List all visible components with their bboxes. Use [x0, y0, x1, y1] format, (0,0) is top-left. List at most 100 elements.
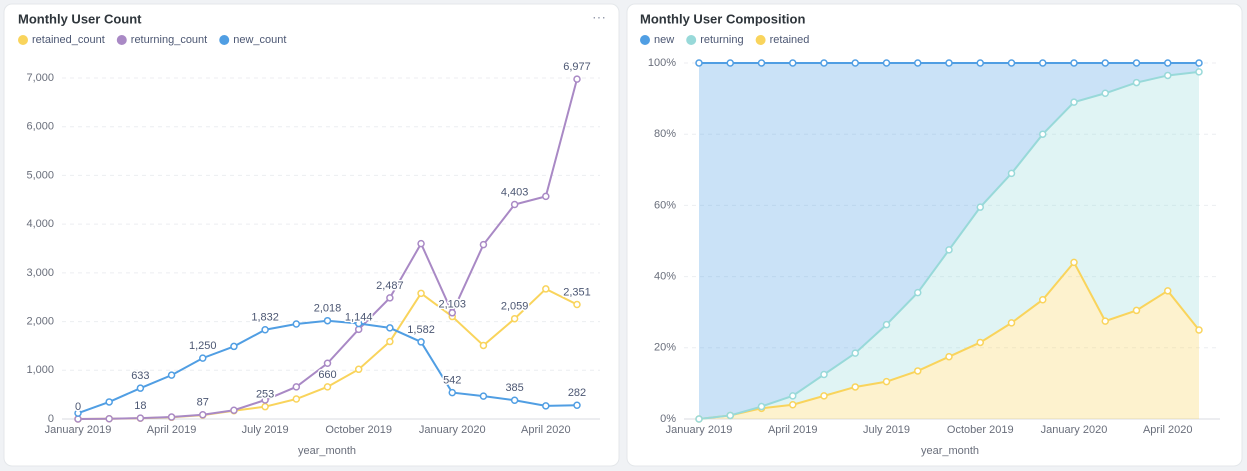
- data-point: [386, 337, 394, 346]
- data-point: [136, 384, 145, 392]
- data-point: [448, 309, 456, 317]
- data-point: [1101, 59, 1109, 67]
- data-point: [789, 59, 797, 67]
- y-tick-label: 100%: [648, 57, 676, 69]
- data-point: [914, 288, 922, 297]
- areas: [699, 63, 1199, 420]
- x-tick-label: April 2019: [147, 424, 197, 436]
- data-point: [1132, 306, 1141, 315]
- data-point: [820, 370, 828, 379]
- chart-title: Monthly User Count: [18, 11, 142, 26]
- y-tick-label: 7,000: [26, 72, 54, 84]
- data-label: 2,059: [501, 301, 529, 313]
- data-point: [1007, 59, 1016, 67]
- legend-marker: [686, 35, 697, 45]
- data-point: [573, 75, 581, 83]
- x-tick-label: January 2019: [666, 424, 733, 436]
- legend-marker: [755, 35, 766, 45]
- x-tick-label: April 2019: [768, 424, 818, 436]
- data-point: [1132, 59, 1141, 67]
- y-tick-label: 80%: [654, 128, 676, 140]
- legend-label: new: [654, 34, 674, 46]
- data-label: 6,977: [563, 61, 591, 73]
- data-point: [789, 401, 797, 409]
- data-point: [726, 59, 734, 67]
- data-point: [510, 200, 519, 209]
- legend-label: retained: [770, 34, 810, 46]
- data-label: 4,403: [501, 186, 529, 198]
- data-label: 633: [131, 370, 149, 382]
- data-point: [1007, 319, 1016, 327]
- data-point: [448, 388, 456, 397]
- data-point: [726, 411, 734, 420]
- data-point: [1070, 59, 1078, 67]
- data-point: [573, 300, 581, 309]
- y-tick-label: 0%: [660, 413, 676, 425]
- data-label: 1,250: [189, 340, 217, 352]
- legend-marker: [116, 35, 127, 45]
- y-tick-label: 5,000: [26, 169, 54, 181]
- card: [3, 3, 620, 467]
- data-point: [105, 415, 113, 423]
- y-tick-label: 4,000: [26, 218, 54, 230]
- data-label: 2,018: [314, 303, 342, 315]
- data-point: [479, 341, 488, 350]
- y-tick-label: 40%: [654, 271, 676, 283]
- data-point: [74, 409, 82, 417]
- data-point: [945, 246, 953, 254]
- data-point: [510, 396, 519, 404]
- data-point: [1070, 258, 1078, 267]
- data-label: 1,832: [251, 312, 279, 324]
- data-point: [789, 392, 797, 400]
- data-point: [1164, 287, 1172, 295]
- data-point: [167, 413, 176, 421]
- data-point: [354, 365, 363, 374]
- x-tick-label: January 2020: [419, 424, 486, 436]
- data-point: [542, 402, 550, 410]
- data-label: 0: [75, 401, 81, 413]
- y-tick-label: 60%: [654, 199, 676, 211]
- data-point: [1195, 326, 1203, 334]
- data-label: 542: [443, 375, 461, 387]
- data-point: [261, 402, 269, 411]
- x-axis-title: year_month: [298, 445, 356, 457]
- data-point: [820, 392, 828, 400]
- chart-title: Monthly User Composition: [640, 11, 805, 26]
- data-point: [292, 383, 301, 391]
- data-label: 2,351: [563, 286, 591, 298]
- value-labels: 253 660 2,103 2,059 2,351 0 18 87 1,144 2,487 4,40…: [73, 60, 592, 415]
- data-point: [757, 59, 766, 67]
- data-point: [199, 411, 207, 419]
- data-point: [292, 320, 301, 328]
- data-label: 1,582: [407, 324, 435, 336]
- data-point: [230, 342, 238, 351]
- data-point: [820, 59, 828, 67]
- data-point: [1164, 59, 1172, 67]
- data-point: [323, 383, 332, 391]
- data-point: [1039, 59, 1047, 67]
- x-tick-label: April 2020: [1143, 424, 1193, 436]
- data-point: [976, 59, 984, 67]
- data-point: [695, 59, 703, 67]
- data-point: [1070, 98, 1078, 106]
- y-tick-label: 20%: [654, 342, 676, 354]
- more-menu[interactable]: ···: [592, 9, 606, 25]
- series-area: [699, 71, 1199, 420]
- data-point: [851, 349, 859, 357]
- x-tick-label: January 2020: [1041, 424, 1108, 436]
- points: [695, 59, 1203, 423]
- data-point: [386, 294, 394, 302]
- y-tick-label: 6,000: [26, 121, 54, 133]
- grid: 0 1,000 2,000 3,000 4,000 5,000 6,000 7,000: [26, 72, 600, 425]
- series-area: [699, 262, 1199, 419]
- data-point: [417, 239, 425, 248]
- y-tick-label: 3,000: [26, 267, 54, 279]
- data-point: [914, 367, 922, 375]
- x-tick-label: October 2019: [947, 424, 1014, 436]
- data-point: [542, 192, 550, 201]
- card: [626, 3, 1243, 467]
- grid: 0% 20% 40% 60% 80% 100%: [648, 57, 1220, 425]
- legend-label: retained_count: [32, 34, 105, 46]
